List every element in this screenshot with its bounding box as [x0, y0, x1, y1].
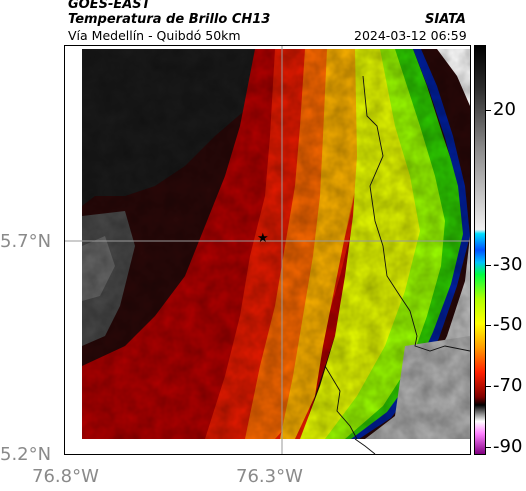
colorbar-tick-minus-50: -50 — [493, 314, 523, 335]
lat-tick-5-2: 5.2°N — [0, 444, 52, 465]
satellite-title: GOES-EAST — [68, 0, 151, 12]
colorbar — [474, 45, 486, 455]
colorbar-tick-minus-90: -90 — [493, 436, 523, 457]
colorbar-tick-20: 20 — [493, 99, 516, 120]
product-title: Temperatura de Brillo CH13 — [68, 12, 271, 27]
department-border — [362, 75, 470, 352]
lat-tick-5-7: 5.7°N — [0, 231, 52, 252]
lon-tick-76-3: 76.3°W — [236, 466, 303, 487]
organization-label: SIATA — [425, 12, 466, 27]
route-subtitle: Vía Medellín - Quibdó 50km — [68, 28, 241, 43]
colorbar-tick-minus-30: -30 — [493, 254, 523, 275]
lon-tick-76-8: 76.8°W — [32, 466, 99, 487]
datetime-label: 2024-03-12 06:59 — [354, 28, 467, 43]
colorbar-tick-minus-70: -70 — [493, 375, 523, 396]
brightness-temperature-map: ★ — [64, 45, 471, 455]
star-icon: ★ — [257, 231, 269, 246]
